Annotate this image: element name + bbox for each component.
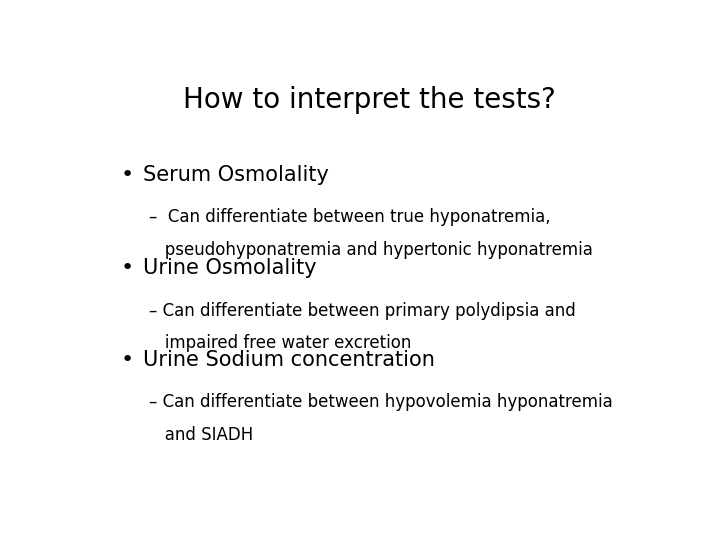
Text: – Can differentiate between hypovolemia hyponatremia: – Can differentiate between hypovolemia … bbox=[148, 393, 612, 411]
Text: pseudohyponatremia and hypertonic hyponatremia: pseudohyponatremia and hypertonic hypona… bbox=[148, 241, 593, 259]
Text: Urine Sodium concentration: Urine Sodium concentration bbox=[143, 349, 435, 369]
Text: Urine Osmolality: Urine Osmolality bbox=[143, 258, 317, 278]
Text: –  Can differentiate between true hyponatremia,: – Can differentiate between true hyponat… bbox=[148, 208, 550, 226]
Text: Serum Osmolality: Serum Osmolality bbox=[143, 165, 329, 185]
Text: impaired free water excretion: impaired free water excretion bbox=[148, 334, 411, 352]
Text: •: • bbox=[121, 258, 134, 278]
Text: – Can differentiate between primary polydipsia and: – Can differentiate between primary poly… bbox=[148, 302, 575, 320]
Text: How to interpret the tests?: How to interpret the tests? bbox=[183, 85, 555, 113]
Text: •: • bbox=[121, 349, 134, 369]
Text: •: • bbox=[121, 165, 134, 185]
Text: and SIADH: and SIADH bbox=[148, 426, 253, 444]
